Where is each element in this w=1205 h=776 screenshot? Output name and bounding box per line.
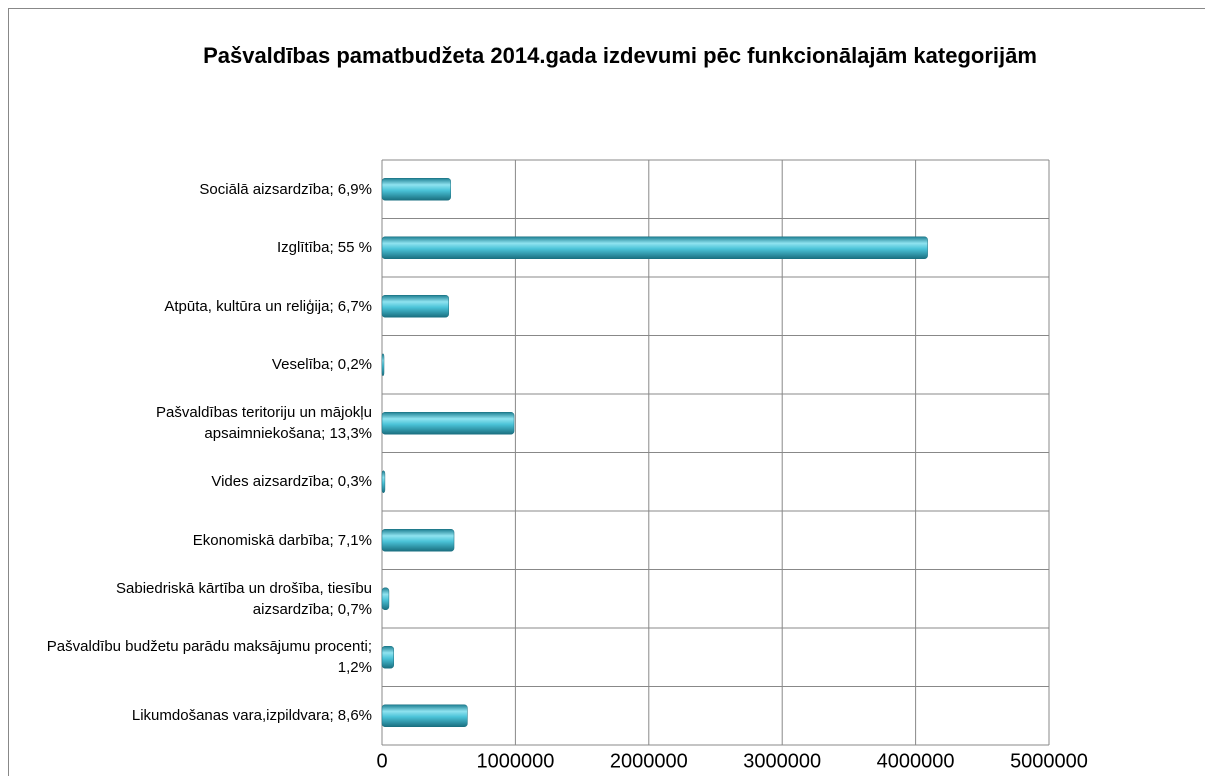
bar <box>381 412 515 435</box>
x-tick-label: 0 <box>376 750 387 772</box>
y-tick-label: Izglītība; 55 % <box>276 239 372 257</box>
y-tick-label: Atpūta, kultūra un reliģija; 6,7% <box>164 297 372 315</box>
bar <box>381 295 449 318</box>
bar <box>381 704 468 727</box>
x-tick-label: 3000000 <box>743 750 821 772</box>
x-tick-label: 2000000 <box>610 750 688 772</box>
y-tick-label: Vides aizsardzība; 0,3% <box>211 473 372 491</box>
bar <box>381 178 451 201</box>
x-tick-label: 5000000 <box>1010 750 1088 772</box>
bar <box>381 529 455 552</box>
y-tick-label: Pašvaldību budžetu parādu maksājumu proc… <box>46 638 372 677</box>
bar <box>381 587 390 610</box>
bar <box>381 470 386 493</box>
y-tick-label: Ekonomiskā darbība; 7,1% <box>192 531 372 549</box>
chart-title: Pašvaldības pamatbudžeta 2014.gada izdev… <box>203 43 1037 68</box>
y-tick-label: Likumdošanas vara,izpildvara; 8,6% <box>131 707 372 725</box>
bar <box>381 353 385 376</box>
x-tick-label: 1000000 <box>476 750 554 772</box>
x-tick-label: 4000000 <box>877 750 955 772</box>
chart-frame <box>8 8 1205 776</box>
y-tick-label: Pašvaldības teritoriju un mājokļu apsaim… <box>156 404 372 443</box>
y-tick-label: Sociālā aizsardzība; 6,9% <box>199 180 372 198</box>
y-tick-label: Sabiedriskā kārtība un drošība, tiesību … <box>116 579 372 618</box>
y-tick-label: Veselība; 0,2% <box>271 356 372 374</box>
bar <box>381 236 928 259</box>
bar <box>381 646 394 669</box>
